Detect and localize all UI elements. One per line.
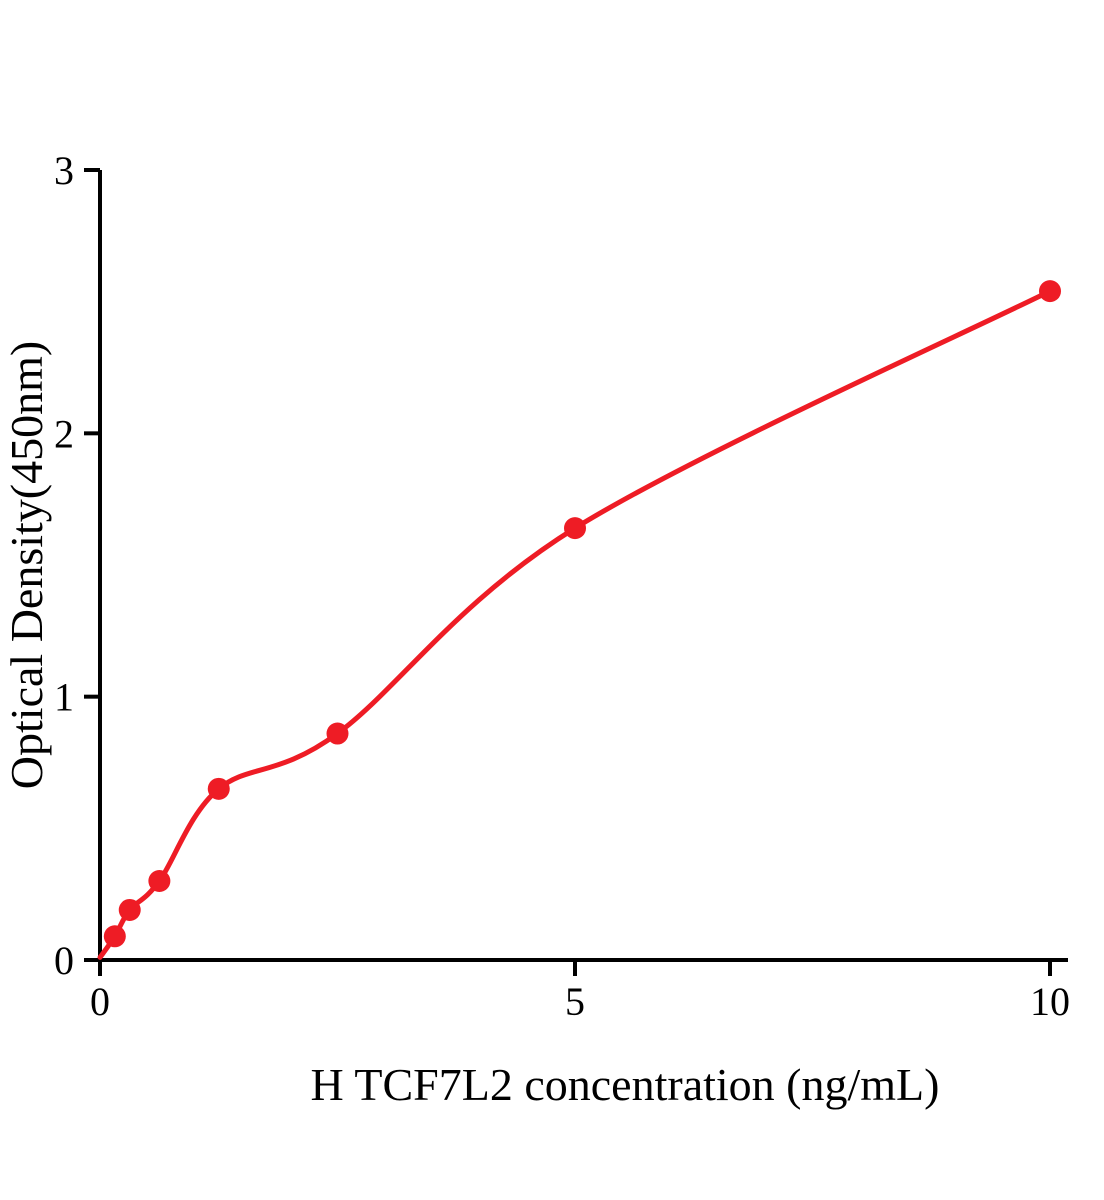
x-tick-label: 0 [90,979,110,1024]
data-points [103,280,1061,948]
y-axis-title: Optical Density(450nm) [1,341,52,789]
data-point [564,517,586,540]
tick-labels: 0 5 10 0 1 2 3 [54,148,1070,1024]
fitted-curve [97,288,1053,960]
data-point [148,870,171,892]
y-tick-label: 0 [54,938,74,983]
x-tick-label: 10 [1030,979,1070,1024]
data-point [118,898,141,921]
data-point [326,722,349,745]
regression-curve [97,288,1053,960]
data-point [1039,280,1061,303]
data-point [103,925,126,948]
axes [84,168,1068,976]
data-point [207,777,230,800]
x-tick-label: 5 [565,979,585,1024]
y-tick-label: 2 [54,411,74,456]
y-tick-label: 1 [54,675,74,720]
x-axis-title: H TCF7L2 concentration (ng/mL) [311,1059,940,1110]
y-tick-label: 3 [54,148,74,193]
